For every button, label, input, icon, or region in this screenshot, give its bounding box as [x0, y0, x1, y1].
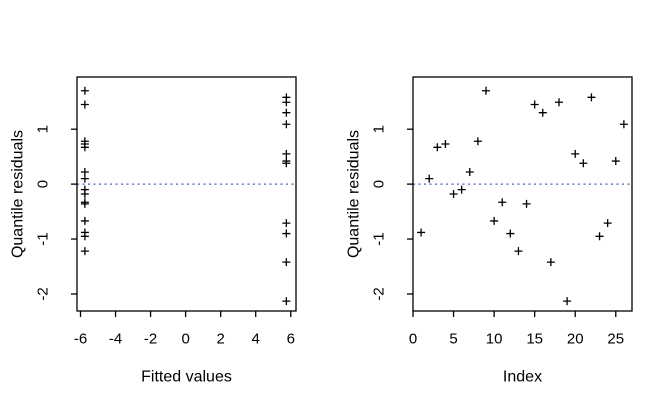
data-point-plus: [555, 98, 563, 107]
x-axis-tick-label: 20: [567, 331, 584, 348]
data-point-plus: [282, 219, 291, 228]
y-axis-tick-label: -2: [371, 287, 388, 300]
y-axis-tick-label: 1: [371, 125, 388, 133]
x-axis-tick-label: 10: [486, 331, 503, 348]
data-point-plus: [282, 159, 291, 168]
data-point-plus: [498, 198, 507, 207]
data-point-plus: [282, 229, 291, 238]
data-point-plus: [80, 86, 89, 95]
x-axis-tick-label: 2: [216, 331, 224, 348]
data-point-plus: [417, 228, 426, 237]
data-point-plus: [595, 232, 604, 241]
data-point-plus: [611, 157, 620, 166]
data-point-plus: [433, 143, 442, 152]
data-point-plus: [579, 159, 588, 168]
y-axis-tick-label: 1: [35, 125, 52, 133]
data-point-plus: [465, 168, 474, 177]
data-point-plus: [282, 258, 291, 267]
data-point-plus: [80, 199, 89, 208]
y-axis-tick-label: 0: [371, 180, 388, 188]
y-axis-label: Quantile residuals: [346, 130, 363, 258]
data-point-plus: [425, 174, 434, 183]
x-axis-tick-label: -2: [144, 331, 157, 348]
data-point-plus: [80, 247, 89, 256]
y-axis-tick-label: -2: [35, 287, 52, 300]
data-point-plus: [80, 232, 89, 241]
x-axis-label: Fitted values: [141, 369, 232, 386]
data-point-plus: [587, 93, 596, 102]
y-axis-tick-label: -1: [371, 232, 388, 245]
data-point-plus: [538, 108, 547, 117]
data-point-plus: [80, 190, 89, 198]
data-point-plus: [282, 98, 291, 107]
residuals-vs-fitted-plot: -6 -4 -2 0 2 4 6 -2 -1 0 1 Fitted values Quantile re…: [10, 76, 297, 386]
data-point-plus: [546, 258, 555, 267]
data-point-plus: [282, 149, 291, 158]
data-point-plus: [514, 247, 523, 256]
y-axis-label: Quantile residuals: [10, 130, 27, 258]
data-point-plus: [80, 143, 89, 152]
x-axis-label: Index: [503, 369, 542, 386]
x-axis-tick-label: 4: [252, 331, 260, 348]
data-point-plus: [473, 137, 482, 146]
data-point-plus: [603, 219, 612, 228]
plot-box: [412, 76, 633, 312]
data-point-plus: [506, 229, 515, 238]
x-axis-tick-label: -4: [109, 331, 122, 348]
data-point-plus: [522, 199, 531, 208]
residuals-vs-index-plot: 0 5 10 15 20 25 -2 -1 0 1 Index Quantile residuals: [346, 76, 633, 386]
data-point-plus: [449, 190, 458, 198]
data-point-plus: [441, 140, 450, 149]
data-point-plus: [282, 120, 291, 129]
x-axis-tick-label: 6: [287, 331, 295, 348]
data-point-plus: [80, 100, 89, 109]
x-axis-tick-label: 0: [409, 331, 417, 348]
data-point-plus: [619, 120, 628, 129]
data-point-plus: [80, 174, 89, 183]
data-point-plus: [282, 297, 291, 306]
x-axis-tick-label: 25: [607, 331, 624, 348]
y-axis-tick-label: -1: [35, 232, 52, 245]
x-axis-tick-label: -6: [74, 331, 87, 348]
x-axis-tick-label: 5: [449, 331, 457, 348]
data-point-plus: [530, 100, 539, 109]
data-point-plus: [490, 216, 499, 225]
data-point-plus: [457, 185, 466, 194]
x-axis-tick-label: 15: [526, 331, 543, 348]
data-point-plus: [80, 216, 89, 225]
data-point-plus: [571, 149, 580, 158]
data-point-plus: [482, 86, 490, 95]
data-point-plus: [282, 108, 291, 117]
x-axis-tick-label: 0: [181, 331, 189, 348]
data-point-plus: [563, 297, 572, 306]
plot-box: [76, 76, 297, 312]
y-axis-tick-label: 0: [35, 180, 52, 188]
